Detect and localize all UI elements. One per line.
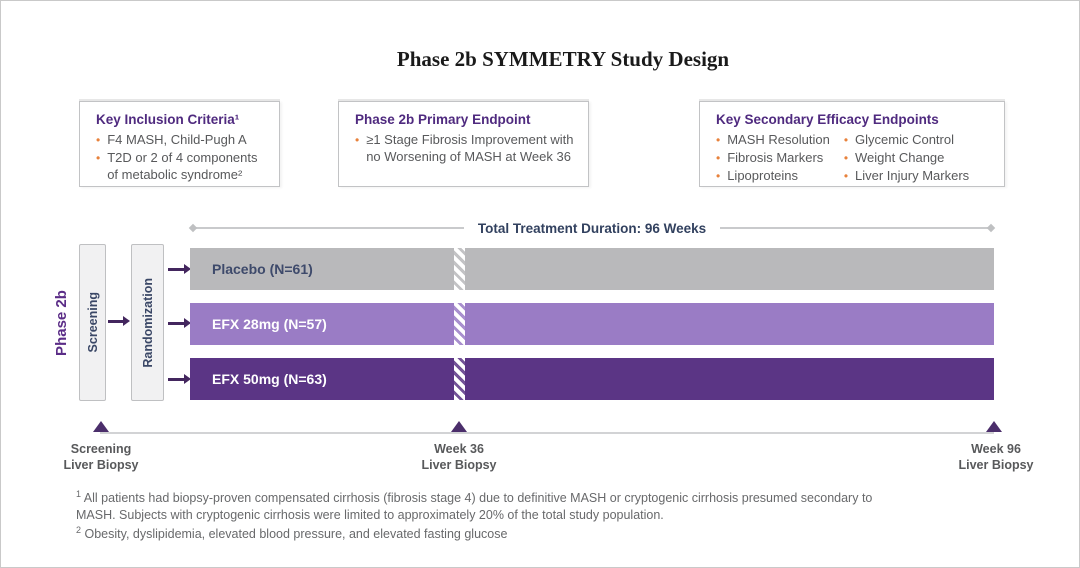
screening-box: Screening <box>79 244 106 401</box>
screening-label: Screening <box>85 292 100 353</box>
timeline-label-line2: Liver Biopsy <box>421 458 497 473</box>
bullet-icon: • <box>355 133 360 147</box>
list-item: • T2D or 2 of 4 components of metabolic … <box>96 150 267 184</box>
arm-bar-efx-28mg: EFX 28mg (N=57) <box>190 303 994 345</box>
bullet-icon: • <box>96 133 101 147</box>
list-item: • Lipoproteins <box>716 168 830 185</box>
week36-hatch-marker <box>454 358 465 400</box>
arrow-right-icon <box>168 318 191 328</box>
triangle-up-icon <box>451 421 467 432</box>
list-item-label: MASH Resolution <box>727 132 830 147</box>
list-item-label: Liver Injury Markers <box>855 167 970 183</box>
bullet-icon: • <box>716 150 721 165</box>
triangle-up-icon <box>986 421 1002 432</box>
list-item: • Glycemic Control <box>844 132 969 149</box>
bullet-icon: • <box>96 150 101 165</box>
bullet-icon: • <box>843 133 849 147</box>
treatment-duration-label: Total Treatment Duration: 96 Weeks <box>477 220 707 236</box>
bullet-icon: • <box>843 150 849 165</box>
arrow-right-icon <box>168 374 191 384</box>
arm-bar-placebo: Placebo (N=61) <box>190 248 994 290</box>
list-item: • Weight Change <box>844 150 969 167</box>
timeline-label-line1: Week 36 <box>434 442 484 456</box>
duration-line-right <box>720 227 988 229</box>
secondary-endpoints-col1: • MASH Resolution • Fibrosis Markers • L… <box>716 132 830 186</box>
footnote-text: Obesity, dyslipidemia, elevated blood pr… <box>81 527 508 542</box>
arm-label: Placebo (N=61) <box>212 261 313 277</box>
list-item-label: ≥1 Stage Fibrosis Improvement with no Wo… <box>366 132 574 164</box>
list-item-label: T2D or 2 of 4 components of metabolic sy… <box>107 149 258 182</box>
secondary-endpoints-heading: Key Secondary Efficacy Endpoints <box>716 112 939 127</box>
list-item-label: Glycemic Control <box>855 132 954 147</box>
arrow-right-icon <box>168 264 191 274</box>
page-title: Phase 2b SYMMETRY Study Design <box>396 47 730 71</box>
list-item: • ≥1 Stage Fibrosis Improvement with no … <box>355 132 576 166</box>
list-item: • Fibrosis Markers <box>716 150 830 167</box>
list-item-label: F4 MASH, Child-Pugh A <box>107 132 247 147</box>
list-item: • F4 MASH, Child-Pugh A <box>96 132 267 149</box>
list-item-label: Lipoproteins <box>727 167 799 183</box>
arrow-right-icon <box>108 316 130 326</box>
inclusion-criteria-heading: Key Inclusion Criteria¹ <box>96 112 240 127</box>
timeline-label-screening: Screening Liver Biopsy <box>21 441 181 474</box>
footnote-1: 1 All patients had biopsy-proven compens… <box>76 488 882 524</box>
primary-endpoint-heading: Phase 2b Primary Endpoint <box>355 112 531 127</box>
randomization-box: Randomization <box>131 244 164 401</box>
timeline-label-line1: Screening <box>70 442 132 456</box>
footnote-marker: 1 <box>76 489 82 499</box>
timeline-label-line2: Liver Biopsy <box>958 458 1034 473</box>
timeline-label-line1: Week 96 <box>971 442 1021 456</box>
line-endpoint-diamond-icon <box>188 223 198 233</box>
timeline-axis <box>100 432 994 434</box>
treatment-duration-header: Total Treatment Duration: 96 Weeks <box>188 219 996 237</box>
randomization-label: Randomization <box>140 277 155 368</box>
secondary-endpoints-col2: • Glycemic Control • Weight Change • Liv… <box>844 132 969 186</box>
footnotes: 1 All patients had biopsy-proven compens… <box>76 488 882 543</box>
arm-bar-efx-50mg: EFX 50mg (N=63) <box>190 358 994 400</box>
timeline-label-week36: Week 36 Liver Biopsy <box>379 441 539 474</box>
timeline-label-line2: Liver Biopsy <box>63 458 139 473</box>
week36-hatch-marker <box>454 248 465 290</box>
secondary-endpoints-columns: • MASH Resolution • Fibrosis Markers • L… <box>716 132 992 186</box>
primary-endpoint-box: Phase 2b Primary Endpoint • ≥1 Stage Fib… <box>338 101 589 187</box>
list-item-label: Weight Change <box>855 149 945 165</box>
list-item-label: Fibrosis Markers <box>727 149 824 165</box>
bullet-icon: • <box>843 168 849 183</box>
secondary-endpoints-box: Key Secondary Efficacy Endpoints • MASH … <box>699 101 1005 187</box>
footnote-marker: 2 <box>76 525 82 536</box>
inclusion-criteria-box: Key Inclusion Criteria¹ • F4 MASH, Child… <box>79 101 280 187</box>
inclusion-criteria-list: • F4 MASH, Child-Pugh A • T2D or 2 of 4 … <box>96 132 267 184</box>
duration-line-left <box>196 227 464 229</box>
list-item: • Liver Injury Markers <box>844 168 969 185</box>
line-endpoint-diamond-icon <box>986 223 996 233</box>
phase-label: Phase 2b <box>53 290 70 356</box>
timeline-label-week96: Week 96 Liver Biopsy <box>916 441 1076 474</box>
week36-hatch-marker <box>454 303 465 345</box>
bullet-icon: • <box>716 133 721 147</box>
footnote-2: 2 Obesity, dyslipidemia, elevated blood … <box>76 524 882 543</box>
arm-label: EFX 50mg (N=63) <box>212 371 327 387</box>
arm-label: EFX 28mg (N=57) <box>212 316 327 332</box>
list-item: • MASH Resolution <box>716 132 830 149</box>
triangle-up-icon <box>93 421 109 432</box>
primary-endpoint-list: • ≥1 Stage Fibrosis Improvement with no … <box>355 132 576 166</box>
footnote-text: All patients had biopsy-proven compensat… <box>76 491 873 523</box>
bullet-icon: • <box>716 168 721 183</box>
